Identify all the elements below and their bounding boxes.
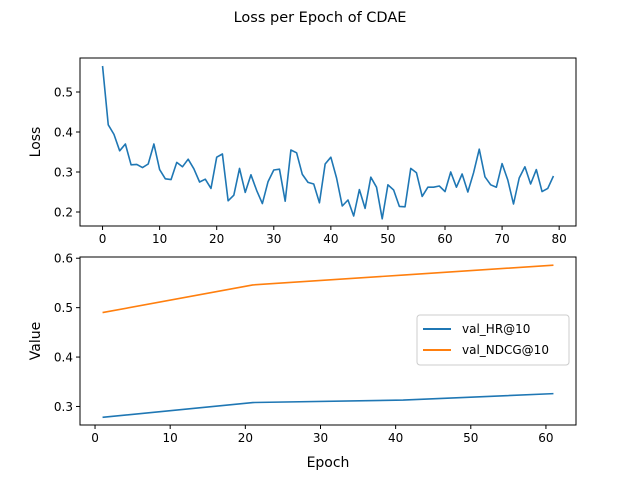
loss-x-tick-label: 20	[209, 232, 224, 246]
loss-x-tick-label: 10	[152, 232, 167, 246]
metrics-x-tick-label: 20	[238, 431, 253, 445]
loss-x-tick-label: 0	[99, 232, 107, 246]
loss-series-line-0	[101, 65, 555, 220]
loss-x-tick-label: 40	[323, 232, 338, 246]
legend: val_HR@10 val_NDCG@10	[416, 314, 570, 366]
loss-x-tick-label: 80	[552, 232, 567, 246]
loss-y-tick-label: 0.3	[54, 166, 73, 180]
legend-box	[416, 314, 570, 366]
loss-x-tick-label: 30	[266, 232, 281, 246]
loss-y-tick-label: 0.5	[54, 86, 73, 100]
metrics-y-axis-label: Value	[28, 322, 44, 360]
metrics-plot-frame	[79, 256, 577, 426]
loss-plot-frame	[79, 57, 577, 227]
metrics-y-tick-label: 0.4	[54, 351, 73, 365]
metrics-y-tick-label: 0.3	[54, 400, 73, 414]
metrics-chart: Value Epoch val_HR@10 val_NDCG@10 0 10 20 3…	[28, 252, 577, 471]
metrics-y-tick-label: 0.6	[54, 252, 73, 266]
metrics-series-line-0	[102, 392, 554, 419]
legend-label-ndcg: val_NDCG@10	[462, 343, 549, 357]
loss-x-tick-label: 60	[437, 232, 452, 246]
legend-label-hr: val_HR@10	[462, 322, 530, 336]
metrics-x-tick-label: 60	[538, 431, 553, 445]
loss-y-tick-label: 0.4	[54, 126, 73, 140]
metrics-x-axis-label: Epoch	[307, 455, 350, 471]
metrics-x-tick-label: 10	[163, 431, 178, 445]
loss-chart: Loss 0 10 20 30 40 50 60 70 80 0.2 0.3 0.4 0.5	[28, 57, 577, 246]
figure-title: Loss per Epoch of CDAE	[234, 10, 407, 26]
metrics-x-tick-label: 0	[91, 431, 99, 445]
metrics-x-tick-label: 30	[313, 431, 328, 445]
metrics-x-tick-label: 40	[388, 431, 403, 445]
metrics-series-line-1	[102, 264, 554, 314]
loss-y-axis-label: Loss	[28, 127, 44, 158]
loss-y-tick-label: 0.2	[54, 206, 73, 220]
metrics-y-tick-label: 0.5	[54, 301, 73, 315]
loss-x-tick-label: 70	[494, 232, 509, 246]
loss-x-tick-label: 50	[380, 232, 395, 246]
metrics-x-tick-label: 50	[463, 431, 478, 445]
